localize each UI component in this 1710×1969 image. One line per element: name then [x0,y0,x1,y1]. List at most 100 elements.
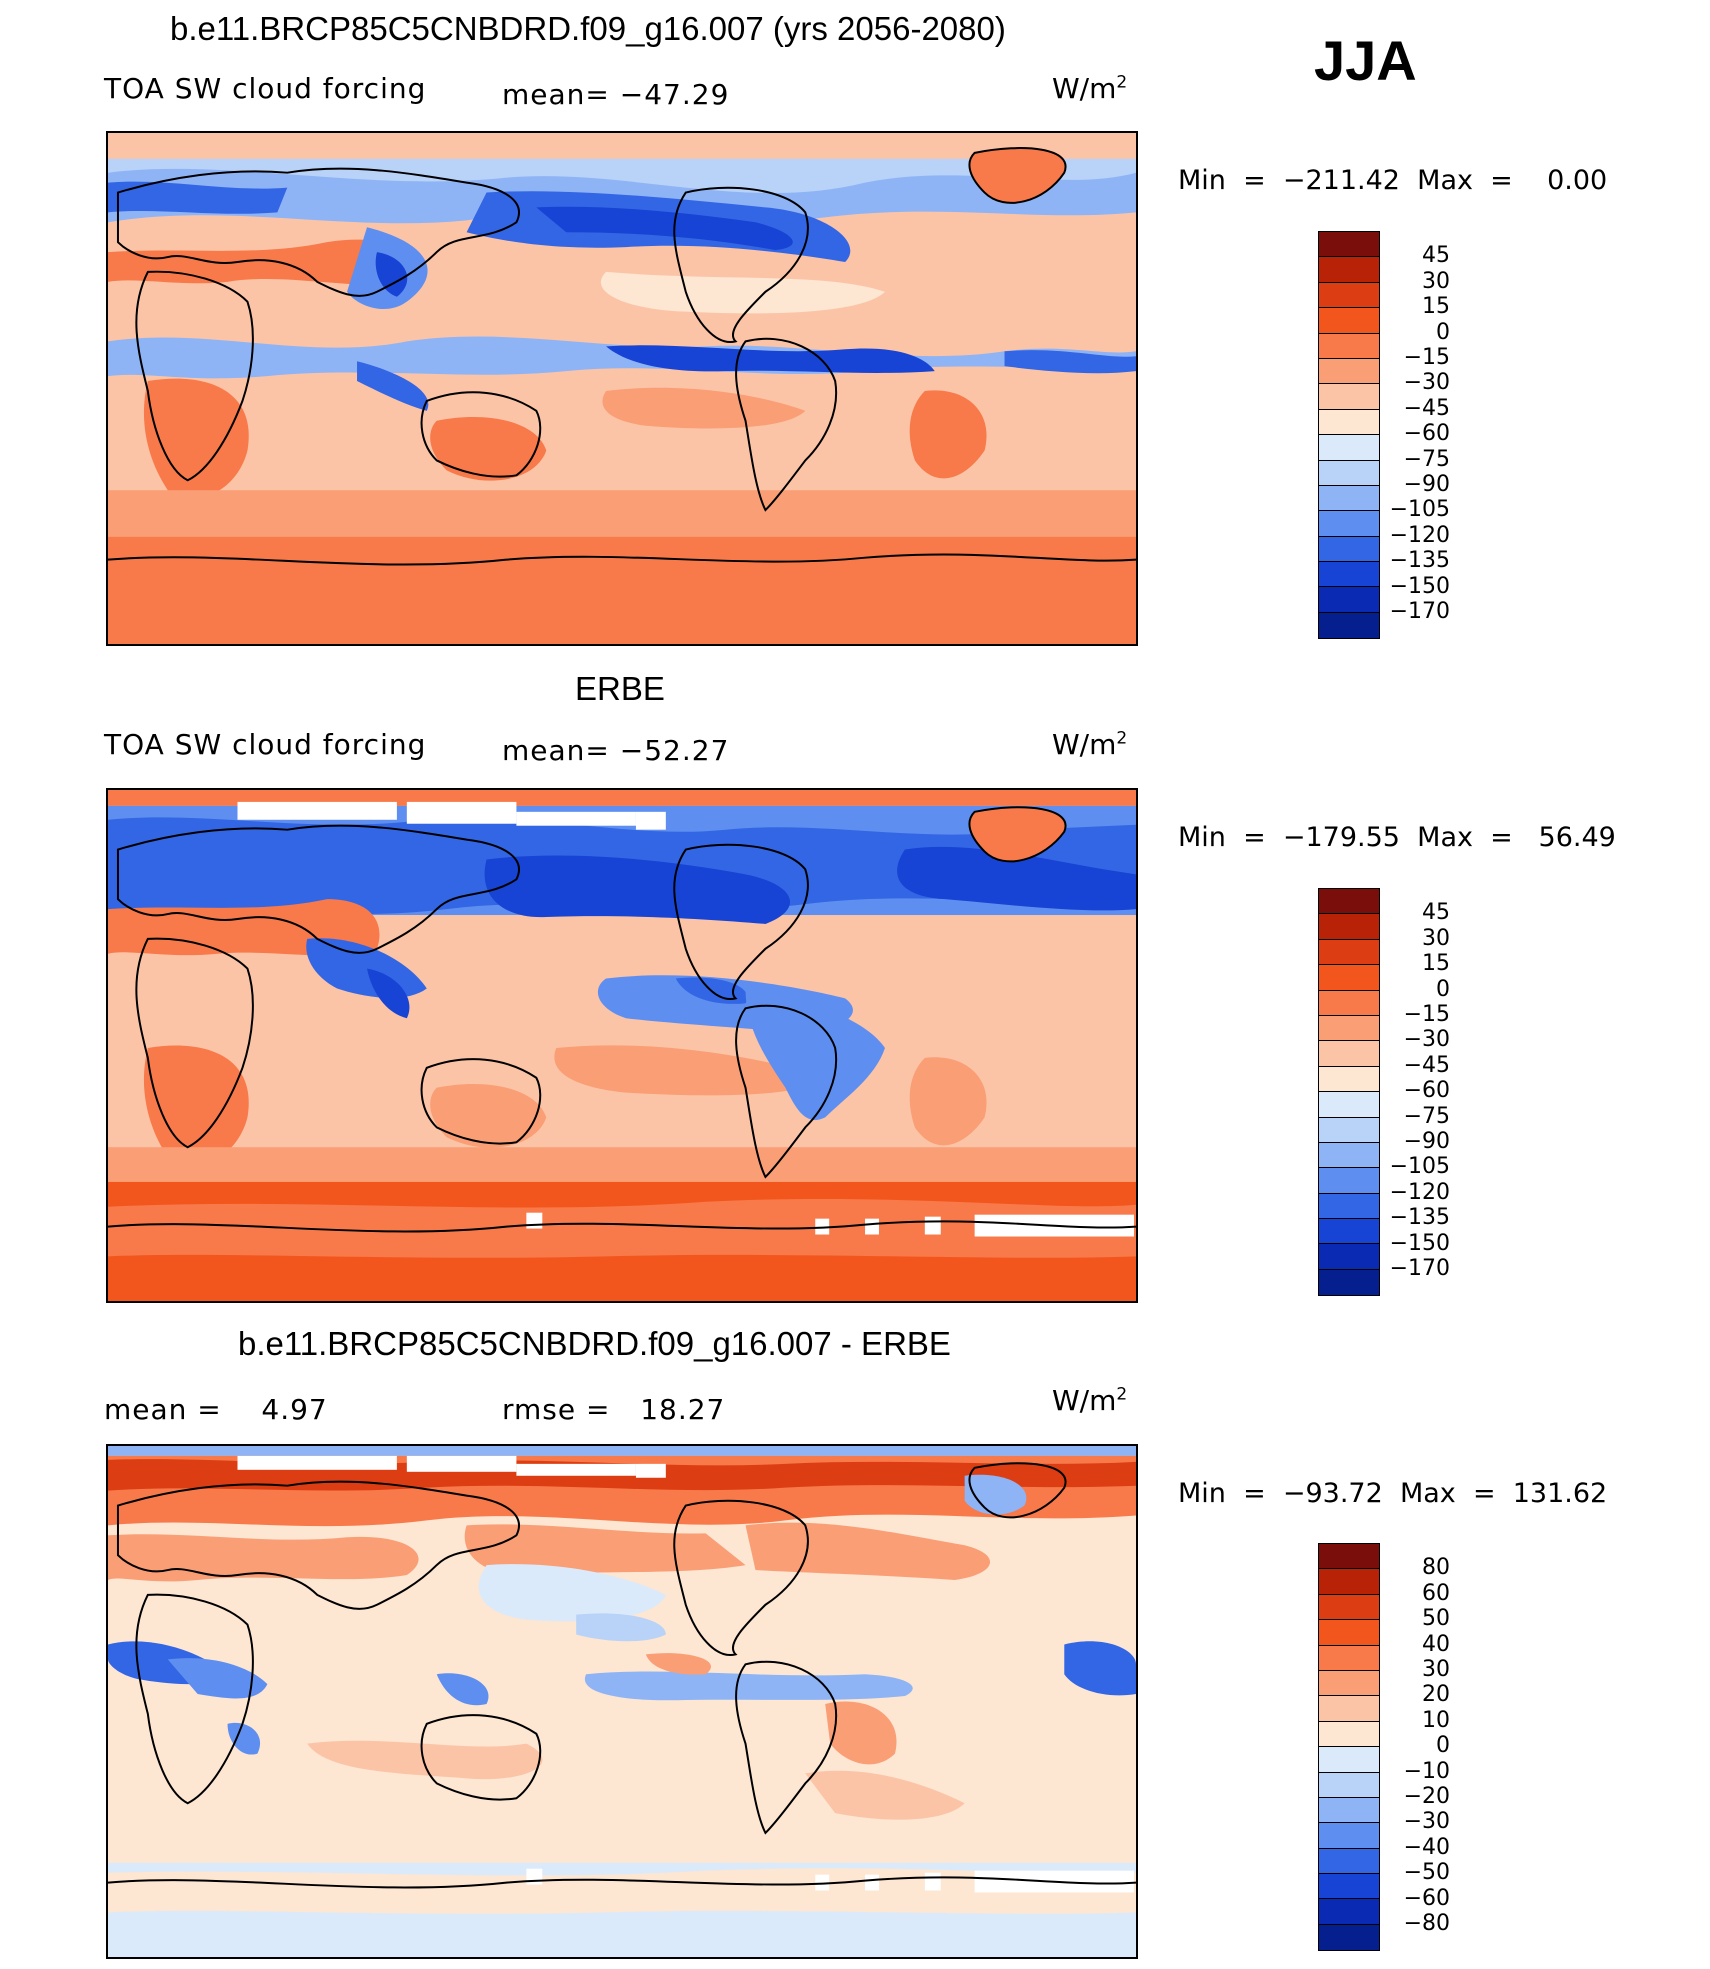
panel3-minmax: Min = −93.72 Max = 131.62 [1178,1478,1608,1509]
panel1-colorbar-swatch [1319,409,1379,436]
panel2-colorbar-swatch [1319,1117,1379,1143]
panel2-colorbar-swatch [1319,1269,1379,1296]
panel1-colorbar-swatch [1319,587,1379,613]
panel1-colorbar-label: −15 [1403,345,1450,370]
panel3-colorbar-swatch [1319,1620,1379,1646]
panel2-minmax: Min = −179.55 Max = 56.49 [1178,822,1616,853]
panel1-colorbar-label: −60 [1403,421,1450,447]
panel2-colorbar-swatch [1319,1219,1379,1245]
panel3-colorbar-label: 0 [1436,1733,1450,1759]
panel1-colorbar-swatch [1319,358,1379,385]
panel1-mean-label: mean= [502,78,610,111]
panel3-max-label: Max [1399,1478,1456,1509]
panel2-colorbar-label: 45 [1422,900,1450,926]
panel2-colorbar-swatch [1319,1168,1379,1194]
panel2-colorbar-label: −170 [1389,1256,1450,1281]
panel1-colorbar-swatch [1319,384,1379,410]
panel3-units-text: W/m [1052,1384,1117,1417]
panel1-field-label: TOA SW cloud forcing [104,72,427,105]
panel2-mean: mean= −52.27 [502,734,729,767]
panel2-colorbar-swatch [1319,1142,1379,1169]
panel2-max-label: Max [1417,822,1473,853]
panel2-colorbar [1318,888,1380,1297]
panel2-colorbar-swatch [1319,1193,1379,1220]
panel2-max-value: 56.49 [1538,822,1616,853]
panel2-colorbar-label: −150 [1389,1230,1450,1256]
panel3-colorbar-swatch [1319,1924,1379,1951]
panel1-minmax: Min = −211.42 Max = 0.00 [1178,165,1608,196]
panel2-colorbar-label: −75 [1403,1103,1450,1129]
panel3-colorbar-label: 80 [1422,1555,1450,1581]
panel1-mean-value: −47.29 [619,78,730,111]
panel3-rmse-value: 18.27 [640,1393,726,1426]
panel3-colorbar-label: −40 [1403,1834,1450,1860]
panel1-min-value: −211.42 [1282,165,1400,196]
panel3-colorbar-label: 30 [1422,1657,1450,1682]
panel1-colorbar-swatch [1319,536,1379,563]
panel3-colorbar-label: −80 [1403,1911,1450,1936]
panel2-colorbar-label: −60 [1403,1078,1450,1104]
panel2-colorbar-swatch [1319,990,1379,1016]
panel1-colorbar-label: −135 [1389,548,1450,574]
panel1-colorbar-label: −30 [1403,370,1450,396]
panel1-colorbar-label: 30 [1422,268,1450,294]
panel1-units-text: W/m [1052,72,1117,105]
panel3-colorbar-label: 60 [1422,1580,1450,1606]
panel1-colorbar-label: 15 [1422,294,1450,320]
panel3-colorbar-swatch [1319,1823,1379,1849]
panel3-colorbar-label: −60 [1403,1885,1450,1911]
panel1-max-label: Max [1417,165,1473,196]
panel1-colorbar-label: −120 [1389,522,1450,548]
panel2-colorbar-label: 0 [1436,976,1450,1002]
panel2-title: ERBE [575,670,665,707]
panel1-colorbar-swatch [1319,308,1379,334]
panel3-colorbar-swatch [1319,1772,1379,1798]
panel3-colorbar-swatch [1319,1899,1379,1925]
panel3-colorbar-swatch [1319,1645,1379,1671]
panel1-colorbar-swatch [1319,435,1379,461]
panel3-map-svg [108,1446,1136,1957]
panel1-colorbar-swatch [1319,282,1379,309]
panel3-colorbar-label: 20 [1422,1682,1450,1708]
panel3-colorbar-swatch [1319,1569,1379,1595]
panel3-colorbar [1318,1543,1380,1952]
panel1-colorbar-swatch [1319,612,1379,639]
panel1-colorbar [1318,231,1380,640]
panel2-colorbar-label: −90 [1403,1129,1450,1154]
panel1-colorbar-swatch [1319,232,1379,258]
panel3-colorbar-swatch [1319,1594,1379,1621]
panel3-colorbar-swatch [1319,1797,1379,1824]
panel2-colorbar-swatch [1319,1066,1379,1093]
panel1-colorbar-label: −150 [1389,573,1450,599]
panel1-colorbar-swatch [1319,562,1379,588]
panel1-colorbar-swatch [1319,333,1379,359]
season-label: JJA [1314,29,1417,92]
panel2-colorbar-label: −45 [1403,1052,1450,1078]
panel2-colorbar-label: 15 [1422,951,1450,977]
panel1-colorbar-label: 45 [1422,243,1450,269]
panel2-colorbar-swatch [1319,1015,1379,1042]
panel1-mean: mean= −47.29 [502,78,729,111]
panel3-mean-value: 4.97 [261,1393,328,1426]
panel2-colorbar-label: −30 [1403,1027,1450,1053]
panel3-colorbar-swatch [1319,1670,1379,1697]
panel3-mean-label: mean = [104,1393,222,1426]
panel1-title: b.e11.BRCP85C5CNBDRD.f09_g16.007 (yrs 20… [170,10,1006,47]
panel1-colorbar-label: −90 [1403,472,1450,497]
panel1-max-value: 0.00 [1547,165,1608,196]
panel3-colorbar-label: 40 [1422,1631,1450,1657]
panel2-map [106,788,1138,1303]
panel3-map [106,1444,1138,1959]
panel3-colorbar-swatch [1319,1848,1379,1875]
panel2-colorbar-swatch [1319,1092,1379,1118]
panel2-mean-label: mean= [502,734,610,767]
panel1-colorbar-label: −45 [1403,395,1450,421]
panel2-mean-value: −52.27 [619,734,730,767]
panel3-units: W/m2 [1052,1384,1128,1417]
panel2-colorbar-swatch [1319,939,1379,966]
panel2-min-label: Min [1178,822,1226,853]
panel2-colorbar-label: 30 [1422,925,1450,951]
panel1-colorbar-swatch [1319,460,1379,486]
panel3-colorbar-label: −20 [1403,1784,1450,1809]
panel1-colorbar-swatch [1319,511,1379,537]
